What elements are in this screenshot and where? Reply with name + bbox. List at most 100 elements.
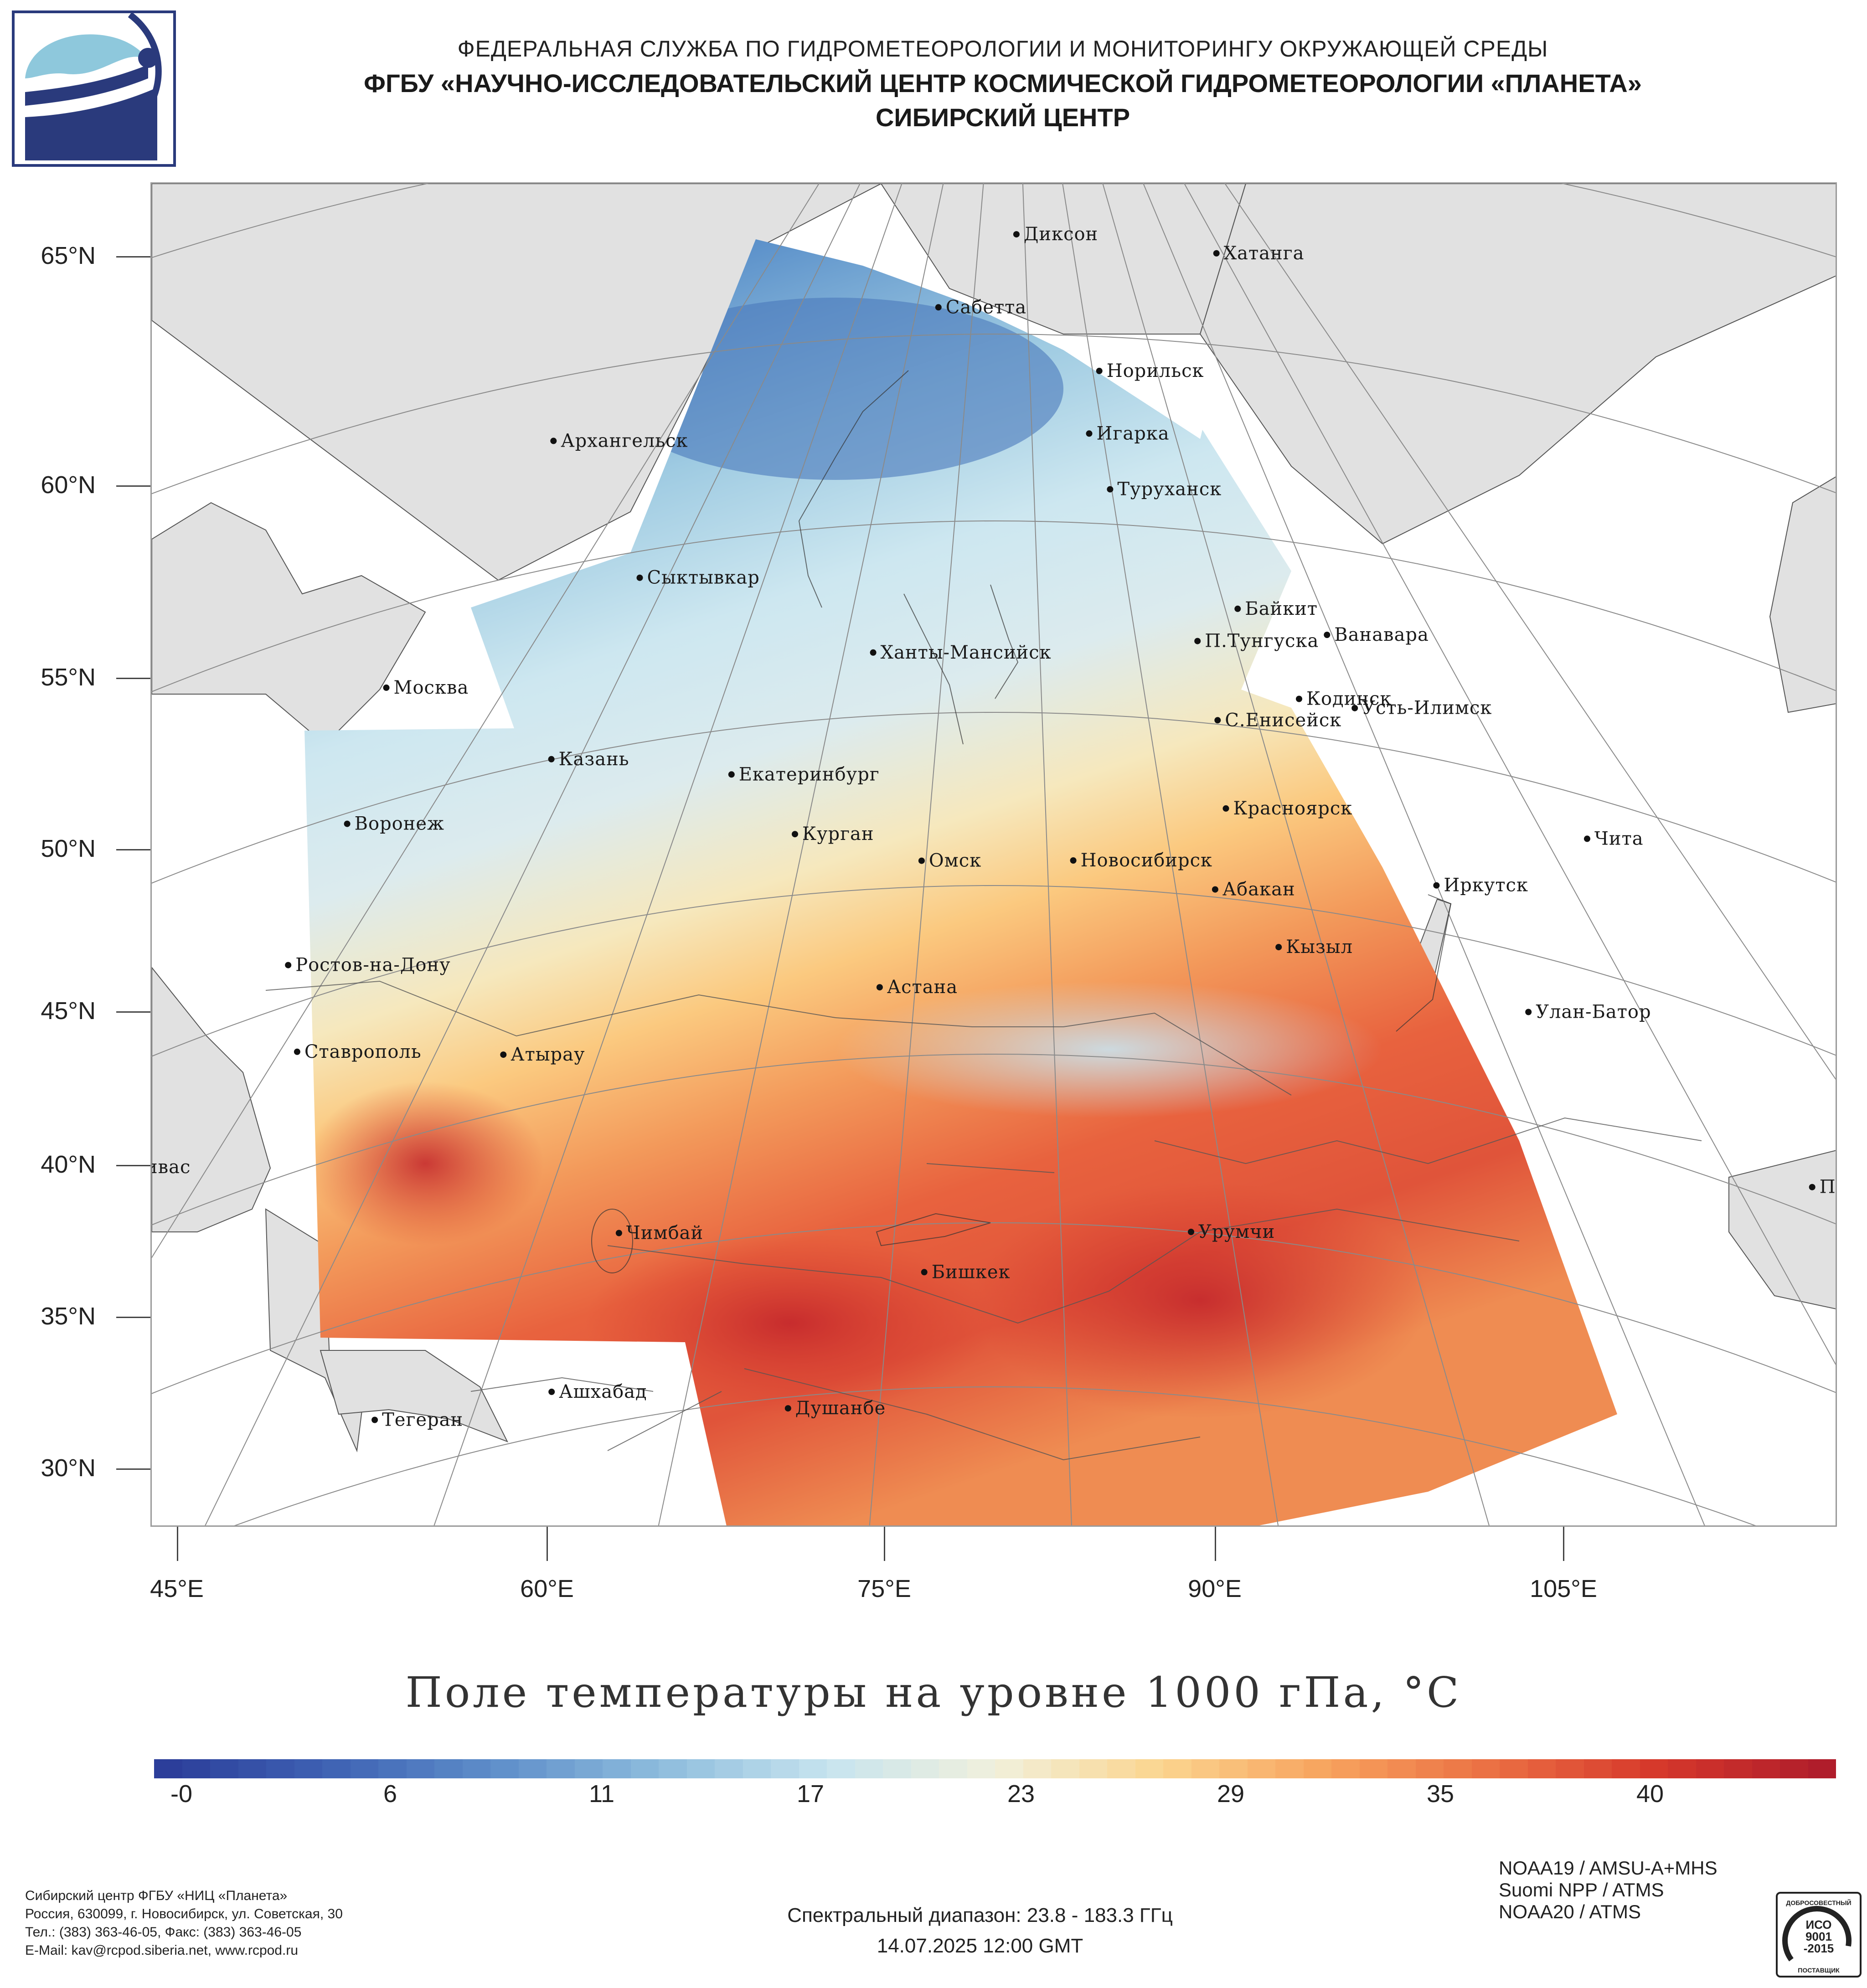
lat-label-45: 45°N (41, 997, 96, 1025)
city-dot (784, 1405, 791, 1412)
city-dot (792, 831, 798, 838)
city-marker[interactable]: Москва (383, 677, 469, 698)
city-marker[interactable]: Усть-Илимск (1351, 698, 1492, 719)
city-marker[interactable]: Абакан (1212, 879, 1295, 900)
city-marker[interactable]: П.Тунгуска (1194, 631, 1319, 652)
lat-label-35: 35°N (41, 1303, 96, 1330)
colorbar-segment (238, 1759, 266, 1778)
lon-label-45: 45°E (150, 1575, 204, 1602)
city-marker[interactable]: Омск (918, 850, 981, 871)
city-marker[interactable]: Норильск (1096, 361, 1204, 381)
colorbar-segment (1191, 1759, 1219, 1778)
city-marker[interactable]: Курган (792, 824, 874, 845)
city-marker[interactable]: Кодинск (1296, 689, 1392, 710)
colorbar-segment (1668, 1759, 1696, 1778)
satellite-item: NOAA19 / AMSU-A+MHS (1499, 1857, 1717, 1879)
city-dot (935, 304, 942, 311)
city-marker[interactable]: Иркутск (1433, 875, 1528, 896)
city-dot (285, 962, 292, 968)
city-marker[interactable]: Архангельск (550, 430, 688, 451)
city-label: Туруханск (1117, 479, 1222, 500)
city-dot (1275, 944, 1282, 951)
colorbar-segment (350, 1759, 378, 1778)
city-marker[interactable]: Сабетта (935, 297, 1026, 318)
city-marker[interactable]: Астана (876, 977, 958, 998)
city-marker[interactable]: Атырау (500, 1044, 585, 1065)
country-borders (265, 980, 1702, 1461)
lon-label-60: 60°E (520, 1575, 574, 1602)
city-marker[interactable]: Байкит (1234, 598, 1318, 619)
city-marker[interactable]: Ростов-на-Дону (285, 955, 450, 976)
city-label: Чимбай (626, 1223, 703, 1244)
colorbar-segment (799, 1759, 827, 1778)
city-label: Воронеж (355, 814, 444, 834)
colorbar-segment (1135, 1759, 1163, 1778)
city-marker[interactable]: Улан-Батор (1525, 1002, 1651, 1023)
city-marker[interactable]: Красноярск (1222, 798, 1353, 819)
city-label: Архангельск (561, 430, 688, 451)
colorbar-segment (1500, 1759, 1528, 1778)
colorbar-segment (1219, 1759, 1248, 1778)
city-marker[interactable]: Чимбай (615, 1223, 703, 1244)
water-features (591, 370, 1452, 1273)
city-marker[interactable]: Воронеж (344, 814, 444, 834)
colorbar-segment (1359, 1759, 1387, 1778)
org-line: E-Mail: kav@rcpod.siberia.net, www.rcpod… (25, 1943, 299, 1958)
colorbar-segment (1640, 1759, 1668, 1778)
city-marker[interactable]: Пекин (1809, 1177, 1837, 1198)
city-dot (344, 820, 351, 827)
city-label: Ставрополь (304, 1041, 422, 1062)
colorbar-label: 40 (1636, 1780, 1664, 1808)
city-marker[interactable]: Казань (548, 749, 629, 770)
city-marker[interactable]: Туруханск (1107, 479, 1222, 500)
city-dot (1214, 717, 1221, 724)
city-label: Игарка (1097, 423, 1170, 444)
planeta-logo (12, 10, 176, 167)
city-label: Чита (1594, 828, 1644, 849)
lon-label-75: 75°E (857, 1575, 911, 1602)
city-label: Ханты-Мансийск (881, 642, 1052, 663)
badge-mid2: 9001 (1805, 1930, 1832, 1943)
colorbar-segment (1583, 1759, 1612, 1778)
lat-tick (116, 849, 150, 850)
city-marker[interactable]: Ставрополь (294, 1041, 422, 1062)
city-marker[interactable]: Урумчи (1188, 1221, 1275, 1242)
city-marker[interactable]: Кызыл (1275, 937, 1353, 958)
city-marker[interactable]: Хатанга (1213, 243, 1305, 264)
city-marker[interactable]: Душанбе (784, 1398, 886, 1419)
city-marker[interactable]: С.Енисейск (1214, 710, 1341, 731)
map-area[interactable]: Диксон Хатанга Сабетта Норильск Архангельск И… (150, 182, 1837, 1527)
city-marker[interactable]: Бишкек (921, 1262, 1011, 1282)
city-dot (1013, 231, 1020, 238)
city-dot (1107, 486, 1114, 493)
city-marker[interactable]: Тегеран (371, 1410, 463, 1431)
city-marker[interactable]: Ханты-Мансийск (870, 642, 1052, 663)
colorbar-segment (743, 1759, 771, 1778)
city-dot (500, 1051, 507, 1058)
colorbar-segment (1079, 1759, 1107, 1778)
lat-label-65: 65°N (41, 242, 96, 269)
city-marker[interactable]: Екатеринбург (728, 764, 880, 785)
city-marker[interactable]: Ашхабад (548, 1381, 647, 1402)
colorbar-segment (434, 1759, 463, 1778)
city-dot (615, 1230, 622, 1236)
lon-tick (884, 1527, 885, 1561)
city-label: Сивас (152, 1157, 191, 1178)
city-marker[interactable]: Сыктывкар (636, 567, 760, 588)
city-marker[interactable]: Чита (1584, 828, 1644, 849)
center-title: СИБИРСКИЙ ЦЕНТР (875, 103, 1130, 132)
city-marker[interactable]: Игарка (1086, 423, 1170, 444)
colorbar-segment (1051, 1759, 1079, 1778)
colorbar-label: 23 (1007, 1780, 1035, 1808)
city-marker[interactable]: Сивас (152, 1157, 191, 1178)
city-dot (1809, 1184, 1815, 1190)
city-marker[interactable]: Новосибирск (1070, 850, 1212, 871)
land-polygons (152, 184, 1836, 1452)
city-marker[interactable]: Ванавара (1324, 624, 1429, 645)
city-dot (1213, 250, 1220, 257)
city-marker[interactable]: Диксон (1013, 224, 1098, 245)
colorbar-segment (995, 1759, 1023, 1778)
city-label: Москва (394, 677, 469, 698)
colorbar-segment (490, 1759, 519, 1778)
city-dot (371, 1416, 378, 1423)
